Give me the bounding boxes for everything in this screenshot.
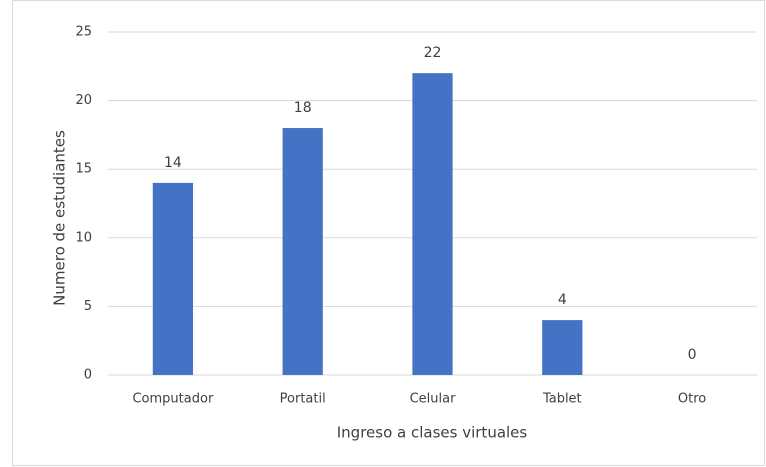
x-tick-label: Computador xyxy=(132,392,213,407)
data-label: 22 xyxy=(424,45,442,61)
y-axis-title: Numero de estudiantes xyxy=(51,130,69,306)
bar xyxy=(412,73,453,375)
data-label: 18 xyxy=(294,100,312,116)
x-tick-label: Celular xyxy=(410,392,457,407)
y-tick-label: 15 xyxy=(75,162,92,177)
chart-frame xyxy=(12,0,765,466)
x-tick-label: Otro xyxy=(678,392,706,407)
bar xyxy=(542,320,583,375)
y-tick-label: 0 xyxy=(84,368,92,383)
data-label: 14 xyxy=(164,155,182,171)
x-axis-title: Ingreso a clases virtuales xyxy=(337,424,528,442)
y-tick-label: 10 xyxy=(75,230,92,245)
y-tick-label: 20 xyxy=(75,93,92,108)
data-label: 4 xyxy=(558,292,567,308)
bar xyxy=(152,182,194,375)
y-tick-label: 25 xyxy=(75,25,92,40)
x-tick-label: Tablet xyxy=(542,392,582,407)
bar xyxy=(282,128,323,375)
y-tick-label: 5 xyxy=(84,299,92,314)
data-label: 0 xyxy=(688,347,697,363)
x-tick-label: Portatil xyxy=(280,392,326,407)
